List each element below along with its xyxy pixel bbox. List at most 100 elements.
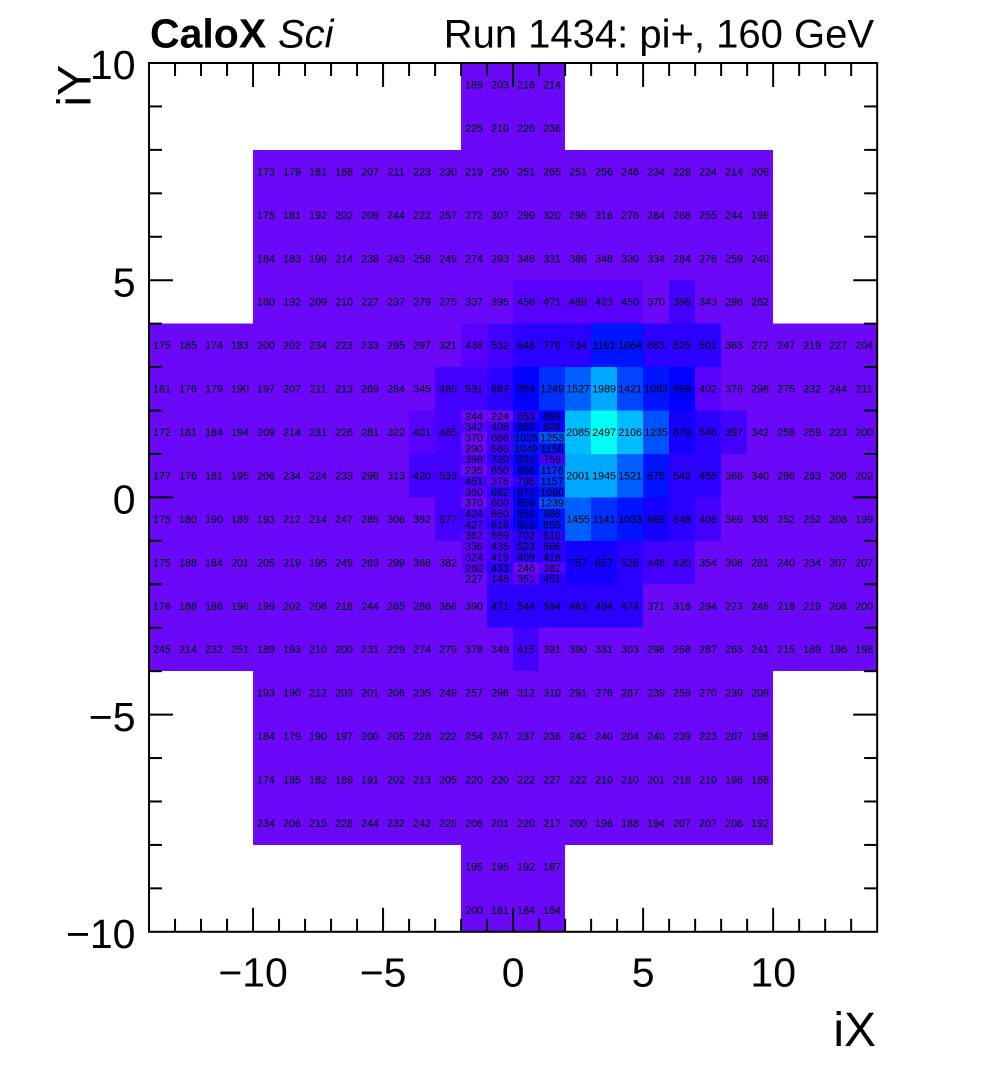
svg-text:200: 200 xyxy=(465,905,483,917)
svg-text:189: 189 xyxy=(257,644,275,656)
svg-text:202: 202 xyxy=(387,775,405,787)
svg-text:0: 0 xyxy=(113,477,136,523)
svg-text:228: 228 xyxy=(673,166,691,178)
svg-text:276: 276 xyxy=(595,688,613,700)
svg-text:268: 268 xyxy=(673,210,691,222)
svg-text:218: 218 xyxy=(777,601,795,613)
svg-text:196: 196 xyxy=(751,210,769,222)
svg-text:203: 203 xyxy=(491,80,509,92)
svg-text:348: 348 xyxy=(517,253,535,265)
svg-text:855: 855 xyxy=(543,519,561,531)
svg-text:1049: 1049 xyxy=(514,443,538,455)
svg-text:222: 222 xyxy=(517,775,535,787)
svg-text:217: 217 xyxy=(543,818,561,830)
svg-text:330: 330 xyxy=(621,253,639,265)
svg-text:195: 195 xyxy=(231,471,249,483)
svg-text:174: 174 xyxy=(205,340,223,352)
svg-text:233: 233 xyxy=(335,471,353,483)
svg-text:233: 233 xyxy=(361,340,379,352)
svg-text:207: 207 xyxy=(361,166,379,178)
svg-text:260: 260 xyxy=(465,563,483,575)
svg-text:176: 176 xyxy=(179,471,197,483)
svg-text:211: 211 xyxy=(856,384,873,396)
svg-text:265: 265 xyxy=(543,166,561,178)
svg-text:200: 200 xyxy=(569,818,587,830)
svg-text:340: 340 xyxy=(751,471,769,483)
svg-text:244: 244 xyxy=(387,210,405,222)
svg-text:883: 883 xyxy=(517,422,535,434)
svg-text:779: 779 xyxy=(543,340,561,352)
svg-text:307: 307 xyxy=(491,210,509,222)
svg-text:iX: iX xyxy=(833,1004,876,1057)
svg-text:408: 408 xyxy=(699,514,717,526)
svg-text:360: 360 xyxy=(465,487,483,499)
svg-text:308: 308 xyxy=(725,557,743,569)
svg-text:207: 207 xyxy=(725,731,743,743)
svg-text:378: 378 xyxy=(465,644,483,656)
svg-text:190: 190 xyxy=(205,514,223,526)
svg-text:687: 687 xyxy=(491,384,509,396)
svg-text:234: 234 xyxy=(257,818,275,830)
svg-text:474: 474 xyxy=(621,601,639,613)
svg-text:523: 523 xyxy=(517,541,535,553)
svg-text:382: 382 xyxy=(439,557,457,569)
svg-text:CaloX: CaloX xyxy=(150,11,266,57)
svg-text:256: 256 xyxy=(595,166,613,178)
svg-text:362: 362 xyxy=(465,530,483,542)
svg-text:386: 386 xyxy=(569,253,587,265)
svg-text:209: 209 xyxy=(257,427,275,439)
svg-text:2106: 2106 xyxy=(618,427,642,439)
svg-text:416: 416 xyxy=(543,552,561,564)
svg-text:533: 533 xyxy=(439,471,457,483)
svg-text:200: 200 xyxy=(257,340,275,352)
svg-text:757: 757 xyxy=(569,557,587,569)
svg-text:923: 923 xyxy=(517,454,535,466)
svg-text:186: 186 xyxy=(179,601,197,613)
svg-text:279: 279 xyxy=(413,297,431,309)
svg-text:852: 852 xyxy=(517,519,535,531)
svg-text:196: 196 xyxy=(595,818,613,830)
svg-text:235: 235 xyxy=(413,688,431,700)
svg-text:185: 185 xyxy=(283,775,301,787)
svg-text:290: 290 xyxy=(465,443,483,455)
svg-text:243: 243 xyxy=(387,253,405,265)
svg-text:295: 295 xyxy=(387,340,405,352)
svg-text:226: 226 xyxy=(439,818,457,830)
svg-text:331: 331 xyxy=(595,644,613,656)
svg-text:254: 254 xyxy=(465,731,483,743)
svg-text:189: 189 xyxy=(231,514,249,526)
svg-text:191: 191 xyxy=(361,775,379,787)
svg-text:653: 653 xyxy=(517,411,535,423)
svg-text:392: 392 xyxy=(413,514,431,526)
svg-text:1176: 1176 xyxy=(541,465,564,477)
svg-text:873: 873 xyxy=(517,487,535,499)
svg-text:10: 10 xyxy=(90,42,136,88)
svg-text:262: 262 xyxy=(751,297,769,309)
svg-text:188: 188 xyxy=(335,166,353,178)
svg-text:281: 281 xyxy=(361,427,379,439)
svg-text:242: 242 xyxy=(413,818,431,830)
svg-text:252: 252 xyxy=(803,514,821,526)
svg-text:247: 247 xyxy=(335,514,353,526)
svg-text:247: 247 xyxy=(491,731,509,743)
svg-text:279: 279 xyxy=(439,644,457,656)
svg-text:230: 230 xyxy=(439,166,457,178)
svg-text:224: 224 xyxy=(309,471,327,483)
svg-text:866: 866 xyxy=(517,465,535,477)
svg-text:273: 273 xyxy=(725,601,743,613)
svg-text:201: 201 xyxy=(231,557,249,569)
svg-text:321: 321 xyxy=(439,340,457,352)
svg-text:234: 234 xyxy=(803,557,821,569)
svg-text:451: 451 xyxy=(465,476,483,488)
svg-text:174: 174 xyxy=(257,775,275,787)
svg-text:181: 181 xyxy=(153,384,171,396)
svg-text:610: 610 xyxy=(543,530,561,542)
svg-text:463: 463 xyxy=(569,601,587,613)
svg-text:335: 335 xyxy=(751,514,769,526)
svg-text:954: 954 xyxy=(517,384,535,396)
svg-text:228: 228 xyxy=(335,818,353,830)
svg-text:214: 214 xyxy=(543,80,561,92)
svg-text:189: 189 xyxy=(335,775,353,787)
svg-text:455: 455 xyxy=(699,471,717,483)
svg-text:368: 368 xyxy=(413,557,431,569)
